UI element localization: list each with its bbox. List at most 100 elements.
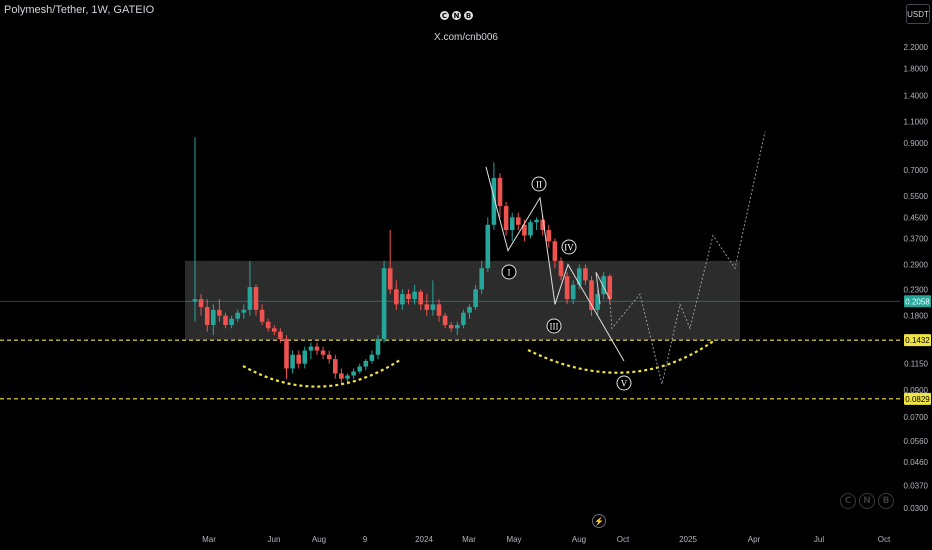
candle xyxy=(503,201,509,236)
candle xyxy=(418,289,423,310)
range-zone xyxy=(185,260,740,341)
candle xyxy=(229,315,234,329)
candle-body xyxy=(467,307,472,313)
wave-label-iv: IV xyxy=(561,239,577,255)
candle xyxy=(516,212,521,230)
x-tick-label: Aug xyxy=(572,535,586,544)
candle-body xyxy=(400,294,405,305)
candle xyxy=(235,309,240,322)
candle xyxy=(497,173,503,218)
candle-body xyxy=(387,268,393,290)
support-badge-2-text: 0.0829 xyxy=(905,395,930,404)
y-tick-label: 0.1800 xyxy=(904,312,929,321)
candle-body xyxy=(509,217,515,230)
y-tick-label: 0.0900 xyxy=(904,386,929,395)
candle-body xyxy=(333,359,338,374)
candle-body xyxy=(442,315,448,325)
candle-body xyxy=(455,324,460,329)
y-tick-label: 0.1150 xyxy=(904,360,928,369)
candle xyxy=(223,312,228,329)
candle xyxy=(534,217,539,230)
support-badge-1-text: 0.1432 xyxy=(905,336,930,345)
x-tick-label: Mar xyxy=(462,535,476,544)
support-badge-2-bg xyxy=(904,392,931,405)
y-tick-label: 2.2000 xyxy=(904,43,929,52)
watermark-letter-n: N xyxy=(859,493,875,509)
candle xyxy=(509,212,515,242)
currency-button[interactable]: USDT xyxy=(906,4,930,24)
support-badge-2: 0.0829 xyxy=(904,392,931,405)
candle-body xyxy=(485,224,491,269)
candle xyxy=(296,350,301,369)
candle-body xyxy=(217,309,222,316)
x-tick-label: Aug xyxy=(312,535,326,544)
candle xyxy=(430,280,436,316)
candle xyxy=(467,304,472,319)
candle-body xyxy=(461,312,466,325)
candle xyxy=(455,321,460,336)
candle xyxy=(204,299,210,332)
candle-body xyxy=(558,260,564,277)
candle xyxy=(253,284,259,316)
candle xyxy=(436,299,442,322)
x-tick-label: Jun xyxy=(268,535,281,544)
candle xyxy=(217,299,222,322)
y-tick-label: 0.0460 xyxy=(904,458,929,467)
wave-label-text: IV xyxy=(564,243,574,253)
candle xyxy=(290,350,295,374)
lightning-icon[interactable]: ⚡ xyxy=(592,514,606,528)
wave-label-iii: III xyxy=(546,318,562,334)
candle xyxy=(333,354,338,379)
candle xyxy=(351,368,356,379)
watermark-logo: C N B xyxy=(840,493,894,509)
candle xyxy=(412,284,417,305)
y-tick-label: 0.5500 xyxy=(904,192,929,201)
support-arc-right xyxy=(527,339,716,374)
x-tick-label: 2025 xyxy=(679,535,697,544)
watermark-letter-c: C xyxy=(840,493,856,509)
logo-letter-c: C xyxy=(440,11,449,20)
candle-body xyxy=(259,309,265,322)
candle-body xyxy=(345,375,350,379)
candle xyxy=(381,260,387,343)
candle-body xyxy=(278,331,283,339)
candle-body xyxy=(412,291,417,300)
wave-label-text: I xyxy=(508,268,511,278)
wave-path xyxy=(485,166,625,362)
candle xyxy=(198,294,204,316)
candle xyxy=(375,335,381,360)
x-tick-label: 2024 xyxy=(415,535,433,544)
candle-body xyxy=(229,318,234,325)
wave-label-text: V xyxy=(621,379,628,389)
candle-body xyxy=(211,309,216,325)
candle xyxy=(357,363,362,374)
candle xyxy=(558,257,564,281)
candle xyxy=(546,224,552,248)
candle-body xyxy=(198,299,204,308)
wave-label-circle xyxy=(501,264,517,280)
candle-body xyxy=(589,280,594,310)
candle-body xyxy=(534,219,539,223)
x-tick-label: Oct xyxy=(617,535,630,544)
candle-body xyxy=(302,350,308,364)
candle-body xyxy=(235,312,240,319)
candle-body xyxy=(381,268,387,339)
candle xyxy=(320,346,326,360)
projection-start xyxy=(595,271,611,305)
candle xyxy=(485,217,491,273)
candle-body xyxy=(497,177,503,207)
x-tick-label: Jul xyxy=(814,535,824,544)
candle-body xyxy=(473,289,478,308)
x-tick-label: Mar xyxy=(202,535,216,544)
candle-body xyxy=(570,284,576,300)
candle xyxy=(577,264,582,290)
y-tick-label: 1.8000 xyxy=(904,65,929,74)
y-tick-label: 0.0700 xyxy=(904,413,929,422)
candle xyxy=(589,276,594,316)
candle-body xyxy=(583,268,588,281)
candle-body xyxy=(308,346,314,351)
candle xyxy=(241,304,247,319)
candle-body xyxy=(394,289,399,305)
candle xyxy=(259,304,265,325)
